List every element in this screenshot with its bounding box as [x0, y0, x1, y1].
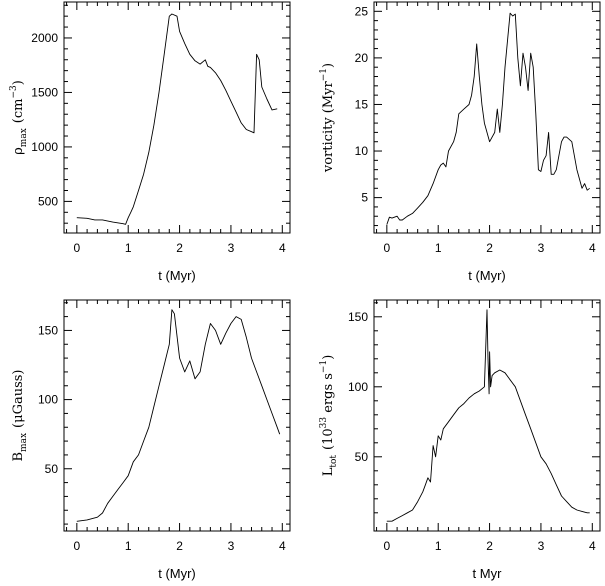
panel-luminosity: 0 1 2 3 4 50 100 150 t Myr Ltot (1033 ergs s−1) — [319, 299, 601, 581]
x-tick-label: 2 — [486, 539, 493, 553]
plot-frame — [373, 299, 601, 532]
y-tick-label: 100 — [38, 393, 58, 407]
y-axis-label: Ltot (1033 ergs s−1) — [319, 355, 339, 477]
x-tick-label: 4 — [279, 241, 286, 255]
x-axis-label: t Myr — [473, 566, 503, 581]
y-axis-label-part: ergs s — [321, 373, 336, 417]
y-tick-label: 50 — [45, 462, 59, 476]
y-axis-label: vorticity (Myr−1) — [319, 63, 336, 173]
y-tick-label: 5 — [361, 191, 368, 205]
y-axis-label-part: (cm — [11, 99, 26, 124]
plot-frame — [63, 1, 291, 234]
x-axis-label: t (Myr) — [158, 566, 196, 581]
panel-magnetic-field: 0 1 2 3 4 50 100 150 t (Myr) Bmax (μGauss) — [11, 299, 291, 581]
y-tick-label: 20 — [355, 51, 369, 65]
y-axis-label: ρmax (cm−3) — [9, 80, 29, 155]
x-tick-label: 3 — [538, 539, 545, 553]
x-tick-label: 2 — [176, 539, 183, 553]
x-tick-label: 0 — [73, 539, 80, 553]
x-axis-label: t (Myr) — [158, 268, 196, 283]
y-tick-label: 10 — [355, 144, 369, 158]
series-line — [76, 13, 278, 225]
x-axis-label: t (Myr) — [468, 268, 506, 283]
y-tick-label: 15 — [355, 97, 369, 111]
y-axis-label-part: ρ — [11, 147, 26, 155]
x-tick-label: 2 — [486, 241, 493, 255]
y-axis-label: Bmax (μGauss) — [11, 370, 29, 462]
plot-frame — [373, 1, 601, 234]
x-tick-label: 0 — [383, 241, 390, 255]
x-tick-label: 3 — [228, 241, 235, 255]
series-line — [386, 12, 590, 225]
y-tick-label: 150 — [348, 310, 368, 324]
y-axis-label-part: L — [321, 467, 336, 476]
panel-vorticity: 0 1 2 3 4 5 10 15 20 25 t (Myr) vorticity (Myr−1) — [319, 1, 601, 283]
series-line — [76, 309, 281, 522]
y-axis-label-part: (μGauss) — [11, 370, 26, 428]
x-tick-label: 4 — [589, 539, 596, 553]
series-line — [386, 309, 590, 522]
x-tick-label: 0 — [383, 539, 390, 553]
y-tick-label: 1000 — [31, 140, 58, 154]
y-axis-label-part: ) — [321, 355, 336, 360]
x-tick-label: 1 — [125, 241, 132, 255]
y-tick-label: 150 — [38, 323, 58, 337]
y-axis-label-part: ) — [11, 80, 26, 85]
x-tick-label: 3 — [538, 241, 545, 255]
plot-frame — [63, 299, 291, 532]
x-tick-label: 1 — [435, 539, 442, 553]
x-tick-label: 1 — [435, 241, 442, 255]
x-tick-label: 4 — [279, 539, 286, 553]
y-axis-label-part: −1 — [319, 68, 329, 81]
panel-density: 0 1 2 3 4 500 1000 1500 2000 t (Myr) ρmax (cm−3) — [9, 1, 291, 283]
y-axis-label-part: B — [11, 452, 26, 462]
y-axis-label-part: (10 — [321, 428, 336, 450]
y-axis-label-part: vorticity (Myr — [321, 80, 336, 173]
y-tick-label: 25 — [355, 4, 369, 18]
x-tick-label: 4 — [589, 241, 596, 255]
y-tick-label: 500 — [38, 194, 58, 208]
y-tick-label: 2000 — [31, 31, 58, 45]
x-tick-label: 2 — [176, 241, 183, 255]
x-tick-label: 1 — [125, 539, 132, 553]
y-axis-label-part: max — [19, 433, 29, 452]
y-tick-label: 50 — [355, 450, 369, 464]
y-tick-label: 100 — [348, 380, 368, 394]
y-axis-label-part: tot — [329, 455, 339, 468]
y-axis-label-part: max — [19, 128, 29, 147]
x-tick-label: 0 — [73, 241, 80, 255]
y-axis-label-part: 33 — [319, 417, 329, 429]
y-axis-label-part: −1 — [319, 360, 329, 373]
y-tick-label: 1500 — [31, 85, 58, 99]
y-axis-label-part: −3 — [9, 85, 19, 99]
y-axis-label-part: ) — [321, 63, 336, 68]
x-tick-label: 3 — [228, 539, 235, 553]
